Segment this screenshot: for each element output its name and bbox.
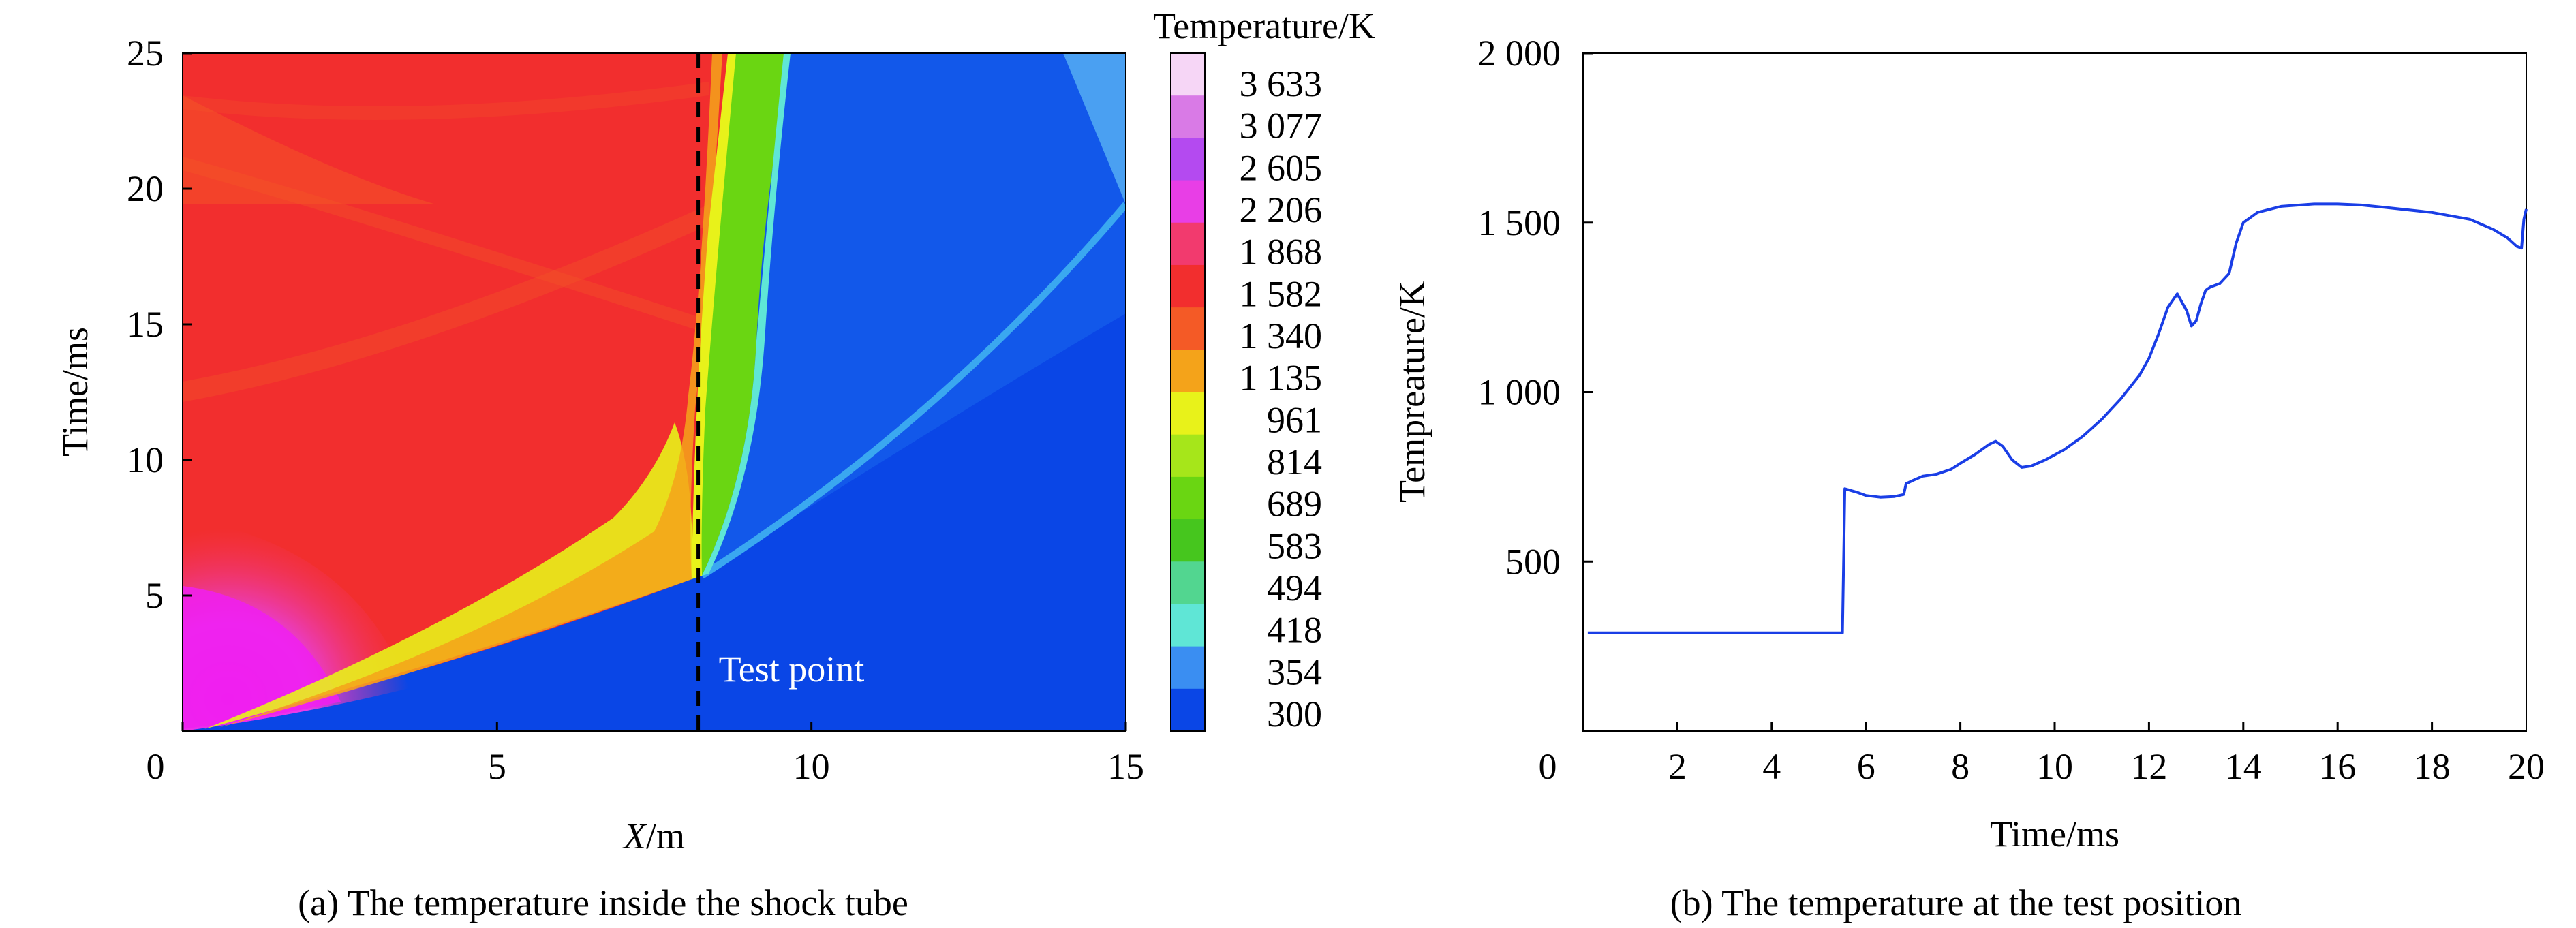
y-axis-label: Time/ms xyxy=(55,327,95,457)
colorbar-label: 3 633 xyxy=(1240,63,1323,104)
colorbar-swatch xyxy=(1171,307,1205,350)
y-axis: 5 10 15 20 25 xyxy=(127,33,192,616)
test-point-label: Test point xyxy=(719,649,865,690)
x-tick-label: 6 xyxy=(1857,746,1875,787)
x-axis: 0 2 4 6 8 10 12 14 16 18 20 xyxy=(1539,722,2545,787)
test-position-line-panel: 0 2 4 6 8 10 12 14 16 18 20 500 1 000 1 500 2 000 Tim… xyxy=(1392,33,2545,923)
x-axis-label: X/m xyxy=(622,816,685,856)
shocked-gas-region xyxy=(702,53,1126,576)
colorbar-swatch xyxy=(1171,138,1205,181)
colorbar-swatch xyxy=(1171,561,1205,604)
x-tick-label: 20 xyxy=(2508,746,2545,787)
colorbar-label: 2 206 xyxy=(1240,189,1323,230)
colorbar-label: 814 xyxy=(1267,442,1322,482)
x-tick-label: 8 xyxy=(1951,746,1969,787)
temperature-series-line xyxy=(1587,202,2528,634)
x-tick-label: 14 xyxy=(2225,746,2262,787)
y-tick-label: 10 xyxy=(127,439,164,480)
colorbar-label: 354 xyxy=(1267,651,1322,692)
x-tick-label: 12 xyxy=(2130,746,2167,787)
wave-band xyxy=(183,157,709,334)
caption-a: (a) The temperature inside the shock tub… xyxy=(298,882,908,923)
x-tick-label: 10 xyxy=(793,746,830,787)
wave-band xyxy=(183,95,436,204)
x-axis: 0 5 10 15 xyxy=(147,722,1144,787)
y-tick-label: 2 000 xyxy=(1478,33,1561,74)
plot-frame xyxy=(182,52,1126,732)
colorbar-frame xyxy=(1170,52,1206,732)
colorbar-label: 689 xyxy=(1267,484,1322,525)
colorbar-swatch xyxy=(1171,519,1205,562)
colorbar-swatch xyxy=(1171,646,1205,690)
x-tick-label: 18 xyxy=(2414,746,2451,787)
y-tick-label: 20 xyxy=(127,168,164,209)
plot-frame xyxy=(1582,52,2527,732)
x-tick-label: 2 xyxy=(1668,746,1687,787)
colorbar-swatch xyxy=(1171,604,1205,647)
x-tick-label: 10 xyxy=(2036,746,2073,787)
colorbar-label: 1 868 xyxy=(1240,232,1323,273)
green-band xyxy=(692,53,791,579)
colorbar-swatch xyxy=(1171,180,1205,223)
y-tick-label: 5 xyxy=(145,575,164,616)
y-tick-label: 1 000 xyxy=(1478,372,1561,413)
caption-b: (b) The temperature at the test position xyxy=(1670,882,2242,923)
wave-band xyxy=(183,204,709,402)
colorbar-swatch xyxy=(1171,53,1205,96)
colorbar-swatch xyxy=(1171,264,1205,308)
colorbar-swatch xyxy=(1171,476,1205,520)
y-axis: 500 1 000 1 500 2 000 xyxy=(1478,33,1593,582)
colorbar-swatch xyxy=(1171,688,1205,732)
colorbar-title: Temperature/K xyxy=(1153,5,1375,46)
colorbar-swatch xyxy=(1171,95,1205,138)
x-tick-label: 16 xyxy=(2319,746,2356,787)
colorbar-label: 583 xyxy=(1267,525,1322,566)
green-band-edge xyxy=(702,53,791,576)
x-tick-label: 0 xyxy=(1539,746,1557,787)
colorbar-swatch xyxy=(1171,434,1205,478)
x-axis-label: Time/ms xyxy=(1990,814,2119,854)
colorbar-label: 961 xyxy=(1267,399,1322,440)
y-tick-label: 1 500 xyxy=(1478,202,1561,243)
wave-band xyxy=(183,82,709,120)
x-tick-label: 4 xyxy=(1762,746,1781,787)
colorbar-label: 494 xyxy=(1267,568,1322,608)
shock-front xyxy=(700,202,1126,579)
colorbar-label: 300 xyxy=(1267,694,1322,734)
colorbar-label: 1 135 xyxy=(1240,358,1323,399)
colorbar-swatch xyxy=(1171,222,1205,266)
y-tick-label: 25 xyxy=(127,33,164,74)
colorbar-swatch xyxy=(1171,392,1205,435)
colorbar-label: 3 077 xyxy=(1240,106,1323,146)
x-tick-label: 5 xyxy=(488,746,506,787)
contour-field xyxy=(183,53,1126,731)
colorbar-swatch xyxy=(1171,350,1205,392)
y-tick-label: 500 xyxy=(1505,541,1561,582)
colorbar-label: 1 340 xyxy=(1240,315,1323,356)
colorbar-label: 1 582 xyxy=(1240,273,1323,314)
y-tick-label: 15 xyxy=(127,304,164,345)
y-axis-label: Tempreature/K xyxy=(1392,281,1432,503)
colorbar-label: 418 xyxy=(1267,610,1322,651)
x-tick-label: 15 xyxy=(1107,746,1144,787)
colorbar-label: 2 605 xyxy=(1240,147,1323,188)
x-tick-label: 0 xyxy=(147,746,165,787)
near-contact-band xyxy=(692,53,736,579)
